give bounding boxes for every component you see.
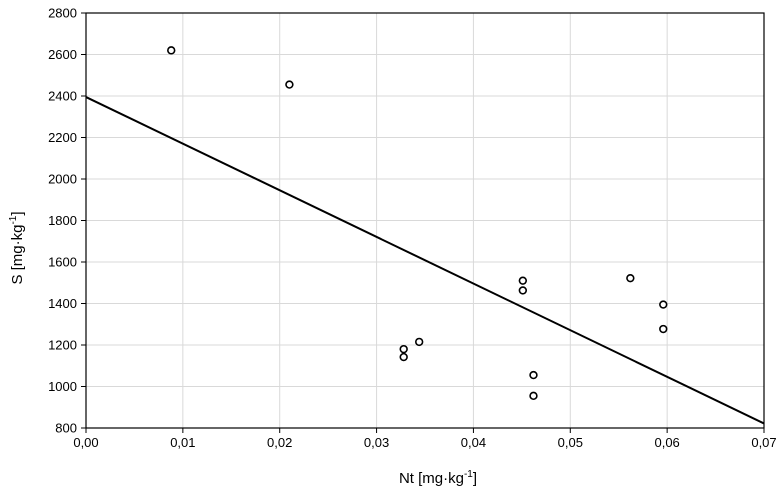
y-tick-label: 1600 (48, 255, 77, 270)
data-point (518, 276, 528, 285)
data-point (529, 391, 538, 401)
data-point (659, 300, 668, 309)
x-tick-label: 0,04 (461, 435, 486, 450)
y-tick-label: 2400 (48, 89, 77, 104)
y-tick-label: 2600 (48, 47, 77, 62)
y-axis-label-end: ] (9, 211, 26, 215)
data-point (659, 324, 668, 334)
y-tick-label: 1400 (48, 296, 77, 311)
data-point (285, 80, 294, 89)
x-tick-label: 0,00 (73, 435, 98, 450)
x-tick-label: 0,03 (364, 435, 389, 450)
regression-line-group (85, 96, 765, 425)
y-tick-label: 2800 (48, 6, 77, 21)
y-tick-label: 2200 (48, 130, 77, 145)
x-axis-label-text: Nt [mg·kg (399, 470, 464, 487)
x-tick-label: 0,06 (654, 435, 679, 450)
data-points (167, 46, 668, 401)
y-axis-ticks: 800 1000 1200 1400 1600 1800 2000 2200 2400 2600 2… (48, 6, 86, 436)
data-point (399, 344, 408, 354)
regression-line (85, 96, 765, 425)
data-point (167, 46, 176, 55)
data-point (626, 273, 635, 283)
y-tick-label: 1000 (48, 379, 77, 394)
data-point (399, 352, 408, 362)
x-axis-label: Nt [mg·kg-1] (399, 469, 477, 487)
x-tick-label: 0,02 (267, 435, 292, 450)
y-axis-label-text: S [mg·kg (9, 225, 26, 285)
x-tick-label: 0,07 (751, 435, 776, 450)
y-tick-label: 1800 (48, 213, 77, 228)
x-tick-label: 0,01 (170, 435, 195, 450)
data-point (518, 286, 528, 295)
y-tick-label: 2000 (48, 172, 77, 187)
data-point (529, 370, 538, 380)
grid-lines (86, 13, 764, 428)
x-axis-label-sup: -1 (464, 469, 473, 480)
y-axis-label-sup: -1 (8, 215, 19, 224)
x-axis-label-end: ] (473, 470, 477, 487)
y-tick-label: 1200 (48, 338, 77, 353)
x-tick-label: 0,05 (558, 435, 583, 450)
data-point (414, 337, 424, 347)
y-axis-label: S [mg·kg-1] (8, 211, 26, 284)
x-axis-ticks: 0,00 0,01 0,02 0,03 0,04 0,05 0,06 0,07 (73, 428, 777, 450)
y-tick-label: 800 (55, 421, 77, 436)
